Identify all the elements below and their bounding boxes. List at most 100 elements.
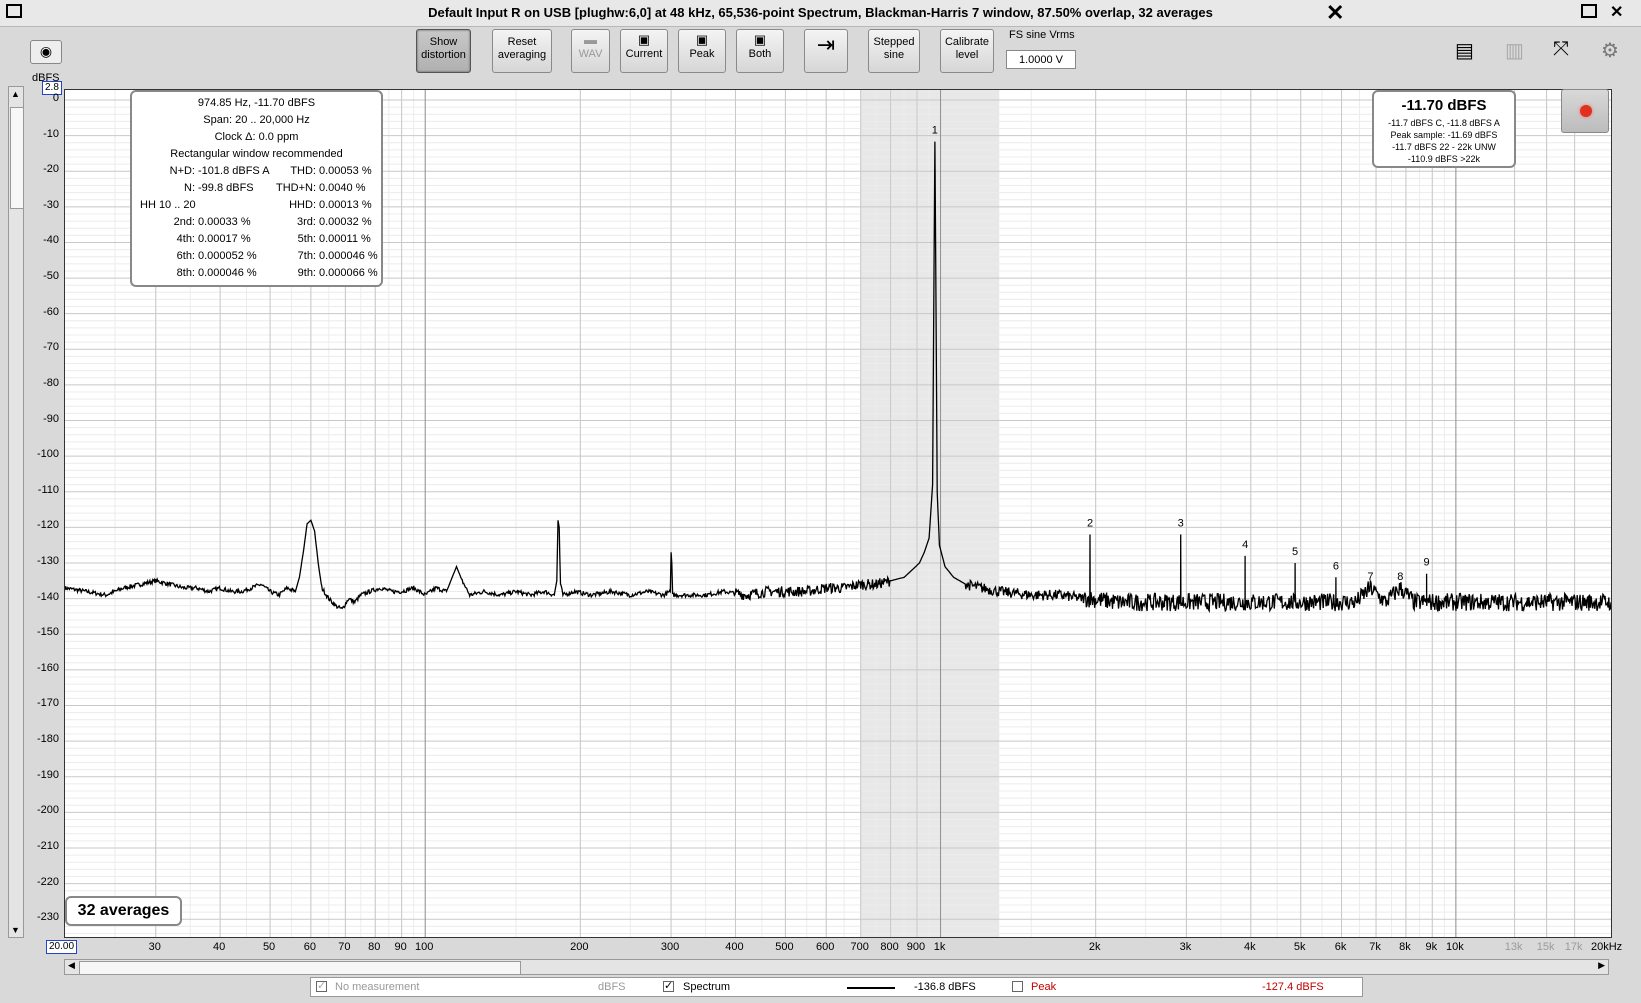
app-menu-icon[interactable]: [6, 4, 22, 18]
y-tick-label: -110: [37, 483, 59, 496]
close-window-icon[interactable]: ✕: [1610, 4, 1624, 21]
no-measurement-label: No measurement: [335, 981, 420, 993]
distortion-cell: HHD:: [289, 199, 316, 211]
span-readout: Span: 20 .. 20,000 Hz: [203, 114, 310, 126]
close-icon[interactable]: ✕: [1326, 0, 1345, 25]
vertical-scrollbar[interactable]: ▲ ▼: [8, 86, 24, 938]
title-bar: Default Input R on USB [plughw:6,0] at 4…: [0, 0, 1641, 27]
record-icon: [1580, 105, 1592, 117]
peak-label: Peak: [1031, 981, 1057, 993]
save-both-button[interactable]: ▣ Both: [736, 29, 784, 73]
save-current-button[interactable]: ▣ Current: [620, 29, 668, 73]
y-tick-label: -150: [36, 626, 59, 639]
x-tick-label: 15k: [1536, 941, 1555, 953]
export-icon[interactable]: ⇥: [804, 29, 848, 73]
fit-arrows-icon[interactable]: ⤧: [1553, 38, 1569, 60]
horizontal-scroll-thumb[interactable]: [79, 961, 521, 975]
distortion-cell: HH 10 .. 20: [140, 199, 196, 211]
distortion-panel[interactable]: 974.85 Hz, -11.70 dBFS Span: 20 .. 20,00…: [130, 90, 383, 287]
distortion-cell: 0.00053 %: [319, 165, 372, 177]
distortion-cell: 0.00011 %: [319, 233, 371, 245]
harmonic-marker-3: 3: [1178, 518, 1184, 530]
wav-button[interactable]: ▬ WAV: [571, 29, 610, 73]
x-tick-label: 400: [725, 941, 744, 953]
distortion-cell: 0.000046 %: [319, 250, 378, 262]
record-button[interactable]: [1561, 89, 1609, 133]
y-tick-label: -60: [43, 305, 59, 318]
y-tick-label: -70: [43, 341, 59, 354]
peak-checkbox[interactable]: [1012, 981, 1023, 992]
no-measurement-checkbox[interactable]: ✓: [316, 980, 327, 992]
y-tick-label: -140: [36, 590, 59, 603]
save-peak-button[interactable]: ▣ Peak: [678, 29, 726, 73]
horizontal-scrollbar[interactable]: ◀ ▶: [64, 959, 1609, 975]
spectrum-value: -136.8 dBFS: [914, 981, 976, 993]
spectrum-checkbox[interactable]: ✓: [663, 980, 674, 992]
calibrate-level-button[interactable]: Calibrate level: [940, 29, 994, 73]
y-tick-label: -160: [36, 661, 59, 674]
x-tick-label: 2k: [1088, 941, 1101, 953]
columns-icon[interactable]: ▥: [1505, 40, 1524, 62]
vertical-scroll-thumb[interactable]: [10, 107, 24, 209]
x-tick-label: 5k: [1293, 941, 1306, 953]
distortion-cell: 0.000046 %: [198, 267, 257, 279]
stepped-sine-label: Stepped sine: [873, 36, 915, 61]
level-above-22k: -110.9 dBFS >22k: [1407, 154, 1481, 164]
y-top-value[interactable]: 2.8: [42, 81, 62, 95]
x-start-value[interactable]: 20.00: [46, 940, 78, 954]
spectrum-trace: [65, 141, 1611, 614]
spectrum-line-swatch: [847, 987, 895, 989]
scroll-down-icon[interactable]: ▼: [11, 925, 20, 935]
fs-sine-input[interactable]: [1006, 50, 1076, 69]
show-distortion-label: Show distortion: [421, 36, 466, 61]
save-both-label: Both: [748, 48, 772, 60]
peak-value: -127.4 dBFS: [1262, 981, 1324, 993]
graph-layout-icon[interactable]: ▤: [1455, 40, 1474, 62]
clock-readout: Clock Δ: 0.0 ppm: [214, 131, 299, 143]
x-tick-label: 13k: [1504, 941, 1523, 953]
level-peak-sample: Peak sample: -11.69 dBFS: [1390, 130, 1498, 140]
window-recommendation: Rectangular window recommended: [170, 148, 343, 160]
distortion-cell: 0.00032 %: [319, 216, 372, 228]
distortion-cell: THD+N:: [275, 182, 316, 194]
distortion-cell: 9th:: [297, 267, 316, 279]
camera-icon[interactable]: ◉: [30, 40, 62, 64]
distortion-cell: 0.000052 %: [198, 250, 257, 262]
x-tick-label: 200: [570, 941, 589, 953]
level-meter[interactable]: -11.70 dBFS -11.7 dBFS C, -11.8 dBFS A P…: [1372, 90, 1516, 168]
y-tick-label: -90: [43, 412, 59, 425]
x-tick-label: 300: [660, 941, 680, 953]
x-tick-label: 17k: [1564, 941, 1583, 953]
window-title: Default Input R on USB [plughw:6,0] at 4…: [428, 5, 1213, 20]
scroll-right-icon[interactable]: ▶: [1598, 960, 1605, 970]
scroll-up-icon[interactable]: ▲: [11, 89, 20, 99]
x-tick-label: 800: [880, 941, 899, 953]
distortion-cell: 0.0040 %: [319, 182, 366, 194]
x-tick-label: 6k: [1334, 941, 1347, 953]
show-distortion-button[interactable]: Show distortion: [416, 29, 471, 73]
y-tick-label: -190: [36, 768, 59, 781]
distortion-cell: 8th:: [176, 267, 195, 279]
maximize-icon[interactable]: [1581, 4, 1597, 18]
x-tick-label: 30: [148, 941, 161, 953]
distortion-cell: 7th:: [297, 250, 316, 262]
harmonic-marker-7: 7: [1367, 571, 1373, 583]
scroll-left-icon[interactable]: ◀: [68, 960, 75, 970]
distortion-cell: 0.00013 %: [319, 199, 372, 211]
save-current-label: Current: [625, 48, 663, 60]
fundamental-readout: 974.85 Hz, -11.70 dBFS: [197, 97, 316, 109]
x-tick-label: 70: [338, 941, 351, 953]
gear-icon[interactable]: ⚙: [1601, 40, 1619, 62]
harmonic-marker-1: 1: [932, 125, 938, 137]
reset-averaging-button[interactable]: Reset averaging: [492, 29, 552, 73]
y-tick-label: -40: [43, 234, 59, 247]
floppy-icon: ▣: [695, 32, 709, 47]
x-tick-label: 8k: [1399, 941, 1411, 953]
x-tick-label: 60: [303, 941, 316, 953]
stepped-sine-button[interactable]: Stepped sine: [868, 29, 920, 73]
distortion-cell: 0.00017 %: [198, 233, 251, 245]
floppy-icon: ▣: [753, 32, 767, 47]
distortion-cell: 2nd:: [173, 216, 195, 228]
calibrate-level-label: Calibrate level: [944, 36, 990, 61]
y-tick-label: -30: [43, 198, 59, 211]
